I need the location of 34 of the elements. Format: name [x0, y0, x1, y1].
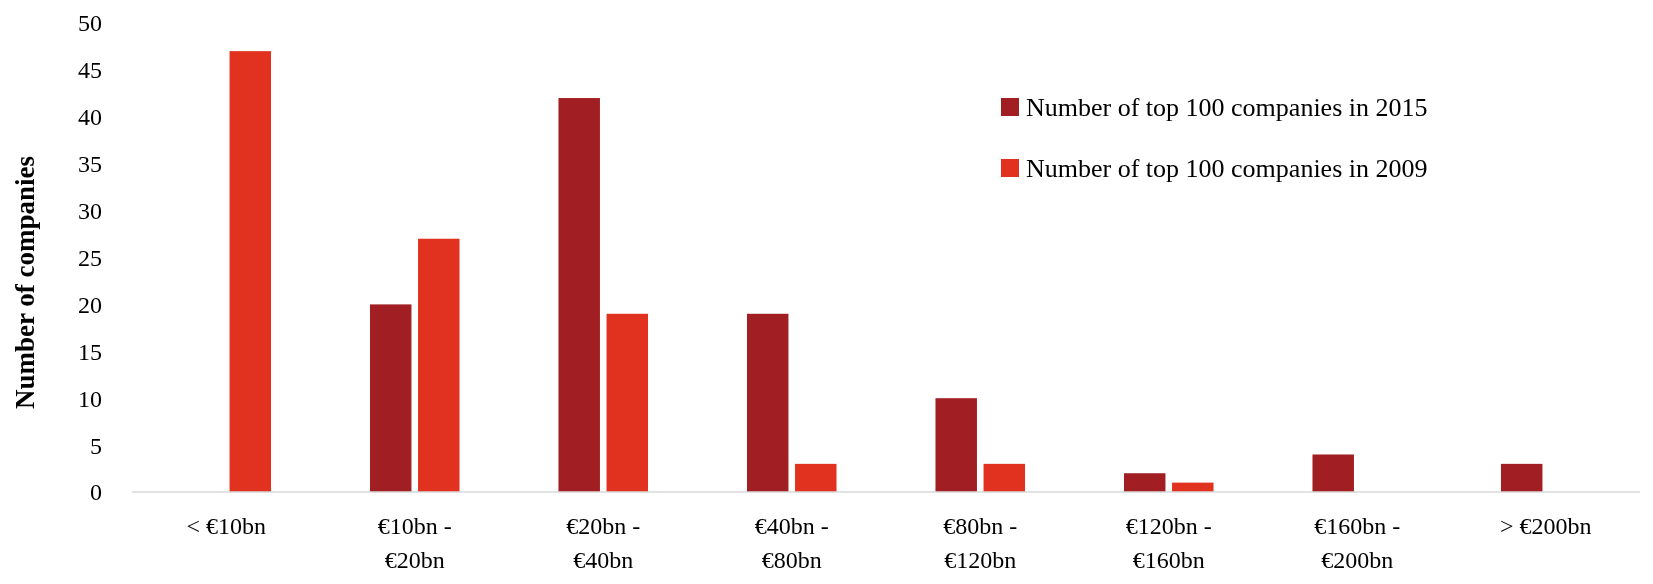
y-tick-label: 25	[78, 244, 102, 271]
x-tick-label: < €10bn	[186, 513, 267, 539]
y-tick-label: 40	[78, 104, 102, 131]
x-tick-label: > €200bn	[1499, 513, 1592, 539]
bar	[1312, 454, 1354, 492]
y-tick-label: 0	[90, 479, 102, 506]
bar	[1500, 463, 1543, 492]
x-tick-label: €20bn - €40bn	[566, 513, 641, 573]
bar	[1123, 473, 1166, 492]
x-tick-label: €160bn - €200bn	[1314, 513, 1401, 573]
x-tick-label: €80bn - €120bn	[943, 513, 1018, 573]
x-tick-label: €40bn - €80bn	[754, 513, 829, 573]
bar	[983, 463, 1026, 492]
bar	[229, 51, 272, 492]
bar	[369, 304, 412, 492]
y-tick-label: 5	[90, 432, 102, 459]
y-tick-label: 30	[78, 198, 102, 224]
x-tick-label: €120bn - €160bn	[1125, 513, 1212, 573]
bar	[418, 238, 460, 492]
bar	[606, 313, 649, 492]
legend-label: Number of top 100 companies in 2015	[1026, 93, 1428, 123]
bar	[935, 398, 977, 492]
x-tick-label: €10bn - €20bn	[377, 513, 452, 573]
y-tick-label: 15	[78, 338, 102, 365]
bar	[746, 313, 789, 492]
y-tick-label: 50	[78, 10, 102, 37]
y-tick-label: 10	[78, 385, 102, 412]
legend-label: Number of top 100 companies in 2009	[1026, 154, 1428, 184]
bar	[558, 98, 600, 492]
y-axis-title: Number of companies	[10, 156, 40, 409]
y-tick-label: 45	[78, 57, 102, 84]
y-tick-label: 20	[78, 291, 102, 318]
y-tick-label: 35	[78, 151, 102, 178]
bar	[795, 463, 837, 492]
